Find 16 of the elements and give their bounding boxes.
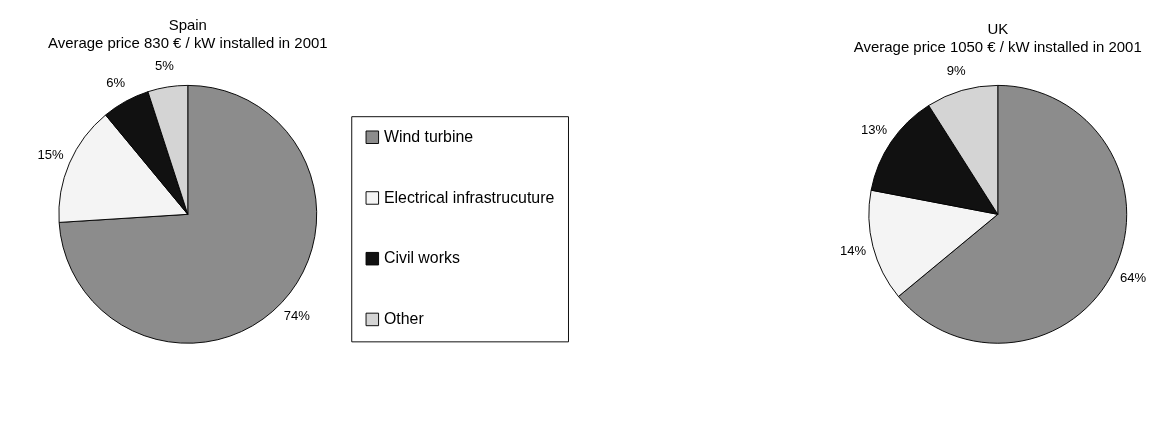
data-label: 64% [1119, 269, 1147, 285]
data-label: 5% [154, 58, 175, 74]
chart-title: Spain [168, 16, 207, 34]
chart-subtitle: Average price 1050 € / kW installed in 2001 [853, 38, 1142, 56]
legend-label: Wind turbine [383, 127, 474, 145]
data-label: 15% [37, 146, 65, 162]
legend-label: Electrical infrastrucuture [383, 188, 555, 206]
data-label: 6% [106, 75, 126, 91]
data-label: 13% [861, 122, 888, 138]
data-label: 14% [839, 243, 867, 259]
chart-title: UK [987, 20, 1009, 38]
data-label: 9% [946, 62, 966, 78]
data-label: 74% [283, 308, 311, 324]
legend-label: Other [383, 310, 425, 328]
chart-subtitle: Average price 830 € / kW installed in 2001 [48, 34, 328, 51]
legend-label: Civil works [383, 249, 460, 267]
